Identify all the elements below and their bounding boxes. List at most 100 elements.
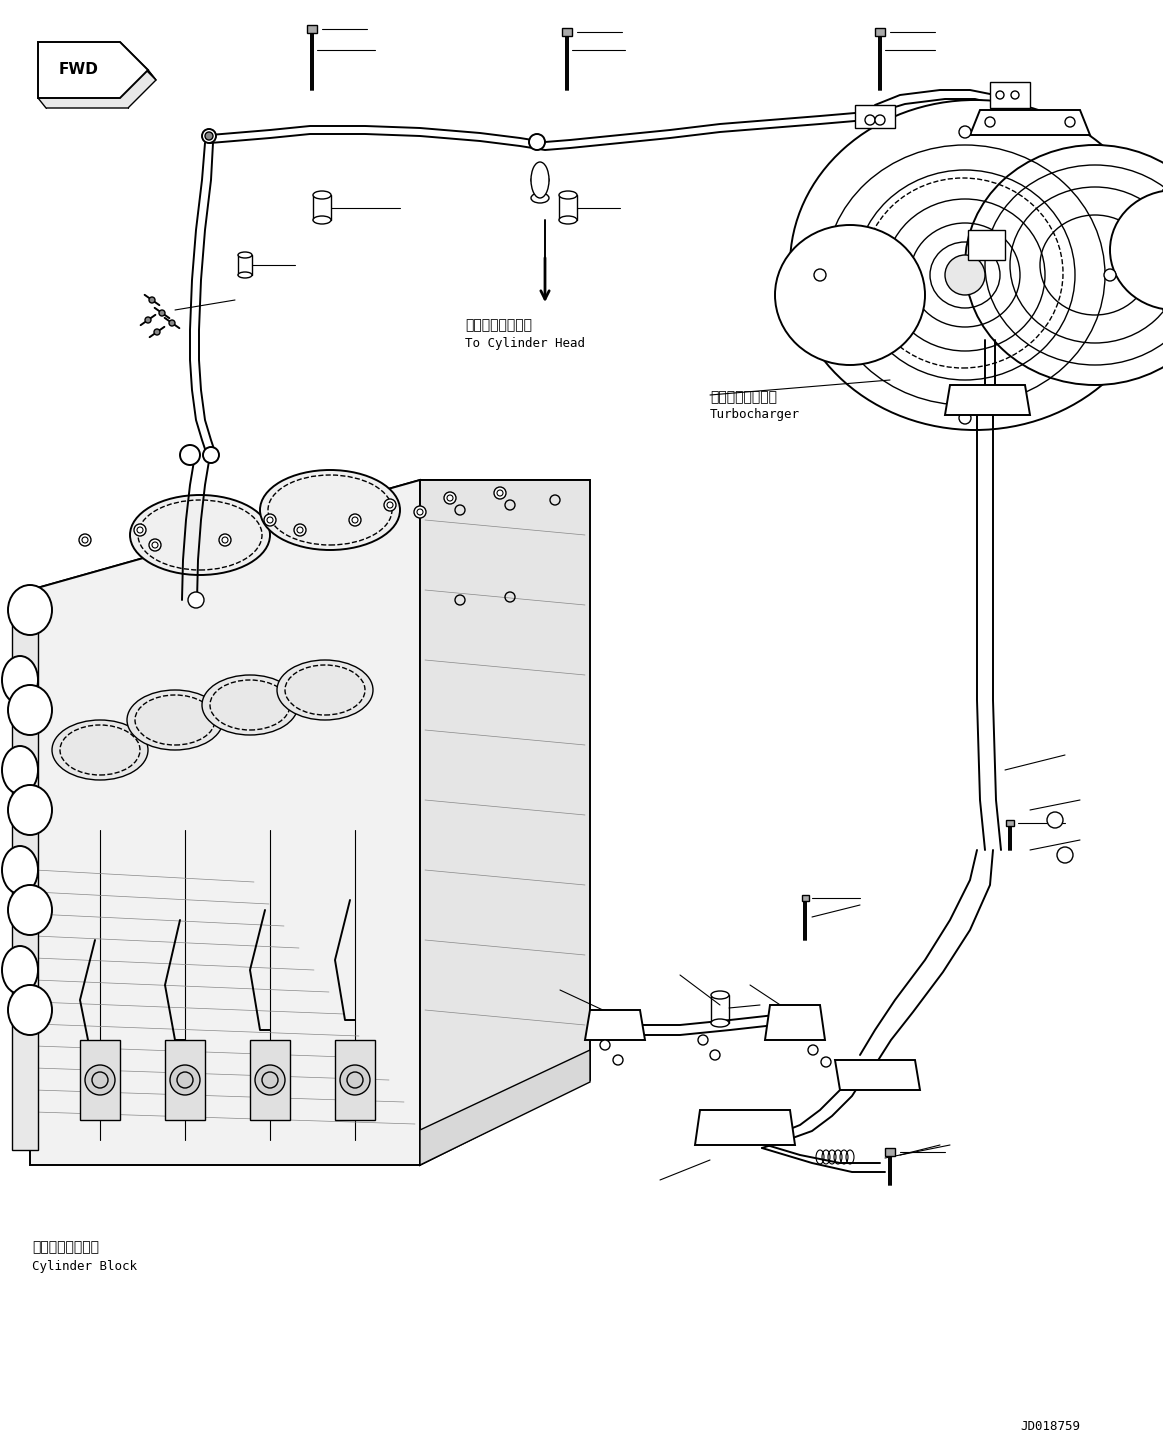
Circle shape (145, 316, 151, 324)
Circle shape (349, 513, 361, 526)
Polygon shape (855, 105, 896, 128)
Circle shape (154, 329, 160, 335)
Text: Cylinder Block: Cylinder Block (33, 1260, 137, 1273)
Circle shape (1104, 269, 1116, 280)
Ellipse shape (711, 1020, 729, 1027)
Circle shape (494, 487, 506, 499)
Ellipse shape (8, 684, 52, 735)
Circle shape (170, 1066, 200, 1094)
Polygon shape (970, 109, 1090, 135)
Circle shape (529, 134, 545, 150)
Circle shape (444, 492, 456, 503)
Circle shape (613, 1055, 623, 1066)
Text: JD018759: JD018759 (1020, 1419, 1080, 1434)
Polygon shape (695, 1110, 795, 1145)
Ellipse shape (202, 674, 298, 735)
Circle shape (85, 1066, 115, 1094)
Circle shape (600, 1040, 611, 1050)
Polygon shape (250, 1040, 290, 1120)
Polygon shape (835, 1060, 920, 1090)
Ellipse shape (775, 224, 925, 365)
Circle shape (294, 523, 306, 536)
Circle shape (821, 1057, 832, 1067)
Circle shape (698, 1035, 708, 1045)
Circle shape (134, 523, 147, 536)
Circle shape (202, 129, 216, 142)
Polygon shape (12, 600, 38, 1150)
Polygon shape (585, 1009, 645, 1040)
Circle shape (814, 269, 826, 280)
Circle shape (772, 1125, 778, 1130)
Polygon shape (120, 42, 156, 81)
Text: To Cylinder Head: To Cylinder Head (465, 336, 585, 349)
Ellipse shape (2, 846, 38, 894)
Ellipse shape (8, 585, 52, 636)
Ellipse shape (711, 991, 729, 999)
Circle shape (875, 115, 885, 125)
Ellipse shape (130, 495, 270, 575)
Bar (307, 24, 317, 33)
Circle shape (149, 298, 155, 303)
Text: FWD: FWD (59, 62, 99, 78)
Circle shape (959, 127, 971, 138)
Ellipse shape (8, 985, 52, 1035)
Ellipse shape (531, 162, 549, 198)
Circle shape (709, 1125, 715, 1130)
Circle shape (1047, 812, 1063, 828)
Circle shape (180, 444, 200, 464)
Bar (885, 1148, 896, 1156)
Text: シリンダブロック: シリンダブロック (33, 1240, 99, 1254)
Polygon shape (30, 480, 590, 590)
Circle shape (255, 1066, 285, 1094)
Circle shape (219, 533, 231, 546)
Circle shape (1057, 847, 1073, 863)
Ellipse shape (52, 720, 148, 779)
Polygon shape (420, 1050, 590, 1165)
Ellipse shape (8, 785, 52, 835)
Circle shape (959, 413, 971, 424)
Bar (562, 27, 572, 36)
Circle shape (159, 311, 165, 316)
Bar (875, 27, 885, 36)
Polygon shape (990, 82, 1030, 108)
Ellipse shape (277, 660, 373, 720)
Ellipse shape (2, 946, 38, 994)
Bar (802, 894, 809, 902)
Polygon shape (80, 1040, 120, 1120)
Circle shape (79, 533, 91, 546)
Text: ターボチャージャ: ターボチャージャ (709, 390, 777, 404)
Ellipse shape (127, 690, 223, 751)
Circle shape (384, 499, 395, 510)
Circle shape (149, 539, 160, 551)
Ellipse shape (2, 746, 38, 794)
Ellipse shape (261, 470, 400, 549)
Circle shape (340, 1066, 370, 1094)
Circle shape (264, 513, 276, 526)
Circle shape (204, 447, 219, 463)
Polygon shape (165, 1040, 205, 1120)
Circle shape (955, 397, 961, 403)
Circle shape (205, 132, 213, 139)
Polygon shape (968, 230, 1005, 260)
Circle shape (414, 506, 426, 518)
Ellipse shape (313, 216, 331, 224)
Polygon shape (946, 385, 1030, 416)
Ellipse shape (559, 191, 577, 198)
Circle shape (1015, 397, 1021, 403)
Polygon shape (765, 1005, 825, 1040)
Polygon shape (38, 70, 156, 108)
Ellipse shape (1110, 190, 1163, 311)
Circle shape (1011, 91, 1019, 99)
Ellipse shape (559, 216, 577, 224)
Bar (1006, 820, 1014, 825)
Circle shape (808, 1045, 818, 1055)
Ellipse shape (790, 101, 1160, 430)
Ellipse shape (2, 656, 38, 705)
Ellipse shape (8, 884, 52, 935)
Polygon shape (420, 480, 590, 1165)
Polygon shape (335, 1040, 374, 1120)
Text: シリンダヘッドへ: シリンダヘッドへ (465, 318, 531, 332)
Polygon shape (30, 480, 420, 1165)
Polygon shape (38, 42, 148, 98)
Circle shape (946, 255, 985, 295)
